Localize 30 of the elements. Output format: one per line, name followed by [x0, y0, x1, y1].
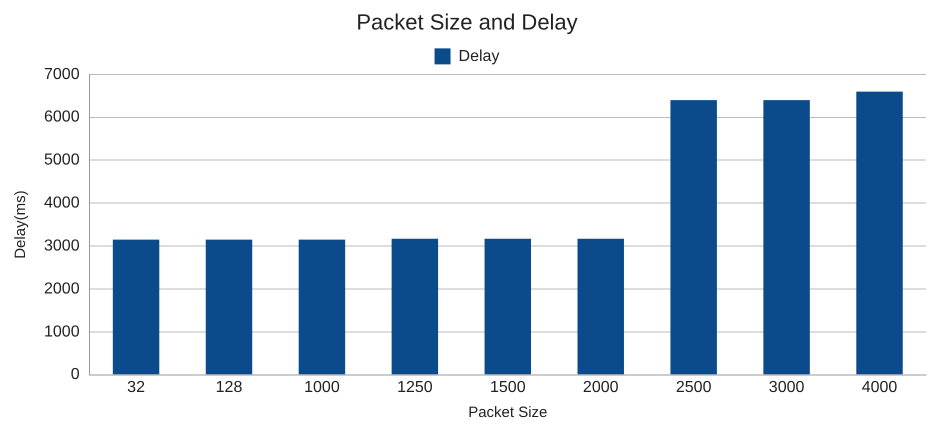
x-tick-label: 32 — [127, 378, 146, 396]
y-tick-label: 0 — [70, 366, 80, 384]
x-tick-label: 2500 — [676, 378, 712, 396]
bar — [670, 100, 717, 374]
y-axis-title: Delay(ms) — [12, 190, 30, 259]
y-tick-label: 1000 — [44, 323, 80, 340]
bar — [484, 238, 532, 374]
x-tick-label: 1250 — [397, 378, 433, 396]
bar — [298, 240, 346, 374]
y-tick-label: 3000 — [44, 237, 80, 254]
x-tick-label: 1000 — [304, 378, 340, 396]
x-tick-label: 4000 — [862, 378, 898, 396]
y-tick-label: 7000 — [44, 66, 80, 83]
x-tick-label: 3000 — [768, 378, 804, 396]
x-tick-label: 2000 — [582, 378, 619, 396]
chart-title: Packet Size and Delay — [356, 9, 578, 34]
y-tick-label: 2000 — [44, 280, 80, 298]
bar — [206, 240, 252, 374]
x-axis-title: Packet Size — [468, 404, 548, 422]
bar — [856, 92, 903, 374]
bar — [112, 240, 160, 374]
x-tick-label: 1500 — [490, 378, 526, 396]
x-tick-label: 128 — [216, 378, 242, 396]
y-tick-label: 4000 — [44, 194, 80, 212]
legend-label: Delay — [458, 48, 500, 65]
bar — [392, 238, 438, 374]
bar — [763, 100, 810, 374]
y-tick-label: 5000 — [44, 152, 80, 169]
bar — [577, 238, 624, 374]
y-tick-label: 6000 — [44, 108, 80, 126]
